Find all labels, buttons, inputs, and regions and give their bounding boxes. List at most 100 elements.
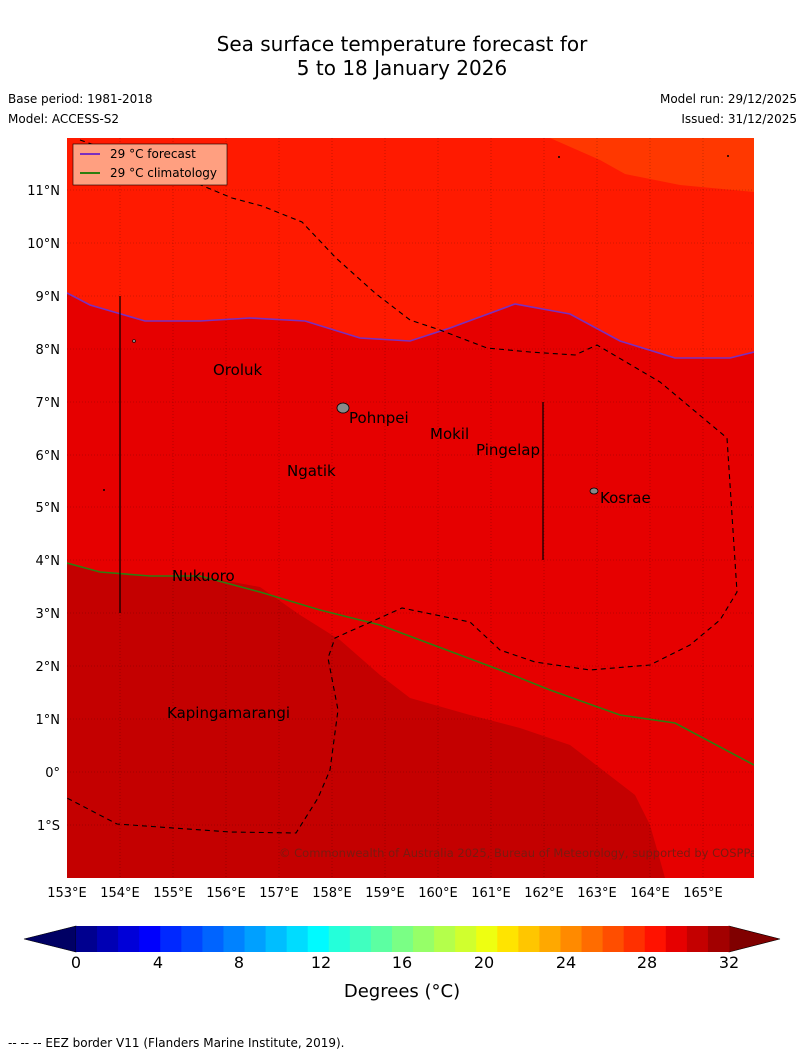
- colorbar-segment: [644, 926, 667, 952]
- colorbar-low-extend: [23, 925, 77, 953]
- colorbar-segment: [181, 926, 203, 952]
- island-dot: [727, 155, 729, 157]
- colorbar-tick: 4: [153, 953, 163, 972]
- legend: 29 °C forecast 29 °C climatology: [72, 143, 228, 186]
- colorbar-high-extend: [728, 925, 781, 953]
- place-kosrae: Kosrae: [600, 489, 651, 507]
- lat-label: 9°N: [36, 290, 61, 305]
- colorbar-label: Degrees (°C): [344, 981, 460, 1002]
- colorbar-segment: [118, 926, 140, 952]
- colorbar-segment: [707, 926, 730, 952]
- colorbar-segment: [349, 926, 372, 952]
- lon-axis-labels: 153°E 154°E 155°E 156°E 157°E 158°E 159°…: [47, 886, 723, 901]
- place-pingelap: Pingelap: [476, 441, 540, 459]
- colorbar-segment: [686, 926, 709, 952]
- lat-label: 7°N: [36, 396, 61, 411]
- lon-label: 155°E: [153, 886, 193, 901]
- sst-band-31-32: [67, 563, 665, 878]
- colorbar-segment: [391, 926, 414, 952]
- base-period: Base period: 1981-2018: [8, 92, 153, 106]
- issued-date: Issued: 31/12/2025: [681, 112, 797, 126]
- colorbar-segment: [286, 926, 309, 952]
- lat-label: 1°N: [36, 713, 61, 728]
- sst-field: Oroluk Pohnpei Mokil Pingelap Ngatik Kos…: [67, 138, 763, 878]
- colorbar-segment: [328, 926, 351, 952]
- place-nukuoro: Nukuoro: [172, 567, 235, 585]
- pohnpei-island-shape: [336, 402, 350, 414]
- lon-label: 159°E: [365, 886, 405, 901]
- lon-label: 163°E: [577, 886, 617, 901]
- colorbar-tick: 28: [637, 953, 657, 972]
- copyright-text: © Commonwealth of Australia 2025, Bureau…: [279, 846, 763, 860]
- eez-borders: [67, 139, 738, 834]
- colorbar-segment: [413, 926, 435, 952]
- climatology-contour: [67, 562, 754, 766]
- place-kapingamarangi: Kapingamarangi: [167, 704, 290, 722]
- lat-label: 6°N: [36, 449, 61, 464]
- island-dot: [103, 489, 105, 491]
- colorbar-segment: [307, 926, 330, 952]
- colorbar-segment: [602, 926, 625, 952]
- colorbar-tick: 32: [719, 953, 739, 972]
- colorbar-segment: [76, 926, 98, 952]
- colorbar-segment: [244, 926, 267, 952]
- lon-label: 164°E: [630, 886, 670, 901]
- colorbar-segment: [139, 926, 161, 952]
- lon-label: 160°E: [418, 886, 458, 901]
- colorbar-segment: [560, 926, 583, 952]
- lat-label: 2°N: [36, 660, 61, 675]
- kosrae-island-shape: [589, 487, 599, 495]
- gridlines: [67, 138, 754, 878]
- colorbar-ticks: 0 4 8 12 16 20 24 28 32: [71, 953, 739, 972]
- lon-label: 153°E: [47, 886, 87, 901]
- colorbar-segment: [97, 926, 119, 952]
- colorbar-tick: 24: [556, 953, 576, 972]
- lat-axis-labels: 11°N 10°N 9°N 8°N 7°N 6°N 5°N 4°N 3°N 2°…: [27, 184, 60, 834]
- lat-label: 8°N: [36, 343, 61, 358]
- colorbar-segment: [476, 926, 498, 952]
- lon-label: 158°E: [312, 886, 352, 901]
- model-name: Model: ACCESS-S2: [8, 112, 120, 126]
- colorbar-segment: [539, 926, 561, 952]
- lon-label: 156°E: [206, 886, 246, 901]
- title-line-2: 5 to 18 January 2026: [296, 56, 508, 80]
- colorbar-segment: [202, 926, 224, 952]
- eez-footnote: -- -- -- EEZ border V11 (Flanders Marine…: [8, 1036, 345, 1050]
- legend-forecast-label: 29 °C forecast: [110, 147, 196, 161]
- colorbar-segment: [434, 926, 456, 952]
- place-oroluk: Oroluk: [213, 361, 262, 379]
- island-dot: [132, 339, 136, 343]
- lat-label: 10°N: [27, 237, 60, 252]
- colorbar-tick: 0: [71, 953, 81, 972]
- lon-label: 157°E: [259, 886, 299, 901]
- lon-label: 161°E: [471, 886, 511, 901]
- colorbar-tick: 8: [234, 953, 244, 972]
- colorbar-tick: 16: [392, 953, 412, 972]
- colorbar-tick: 12: [311, 953, 331, 972]
- model-run: Model run: 29/12/2025: [659, 92, 797, 106]
- place-pohnpei: Pohnpei: [349, 409, 409, 427]
- lon-label: 162°E: [524, 886, 564, 901]
- forecast-contour: [67, 292, 754, 359]
- lat-label: 3°N: [36, 607, 61, 622]
- sst-band-28-29: [550, 138, 754, 192]
- lat-label: 4°N: [36, 554, 61, 569]
- lat-label: 5°N: [36, 501, 61, 516]
- colorbar-segment: [370, 926, 393, 952]
- colorbar-segment: [581, 926, 604, 952]
- lat-label: 0°: [45, 766, 60, 781]
- island-dot: [558, 156, 560, 158]
- lat-label: 1°S: [37, 819, 60, 834]
- colorbar-segment: [518, 926, 540, 952]
- legend-climatology-label: 29 °C climatology: [110, 166, 217, 180]
- colorbar-segment: [455, 926, 477, 952]
- colorbar-segment: [497, 926, 519, 952]
- colorbar-segment: [665, 926, 688, 952]
- colorbar-segment: [160, 926, 182, 952]
- place-mokil: Mokil: [430, 425, 469, 443]
- colorbar-tick: 20: [474, 953, 494, 972]
- colorbar-segment: [265, 926, 288, 952]
- title-line-1: Sea surface temperature forecast for: [216, 32, 588, 56]
- colorbar-segment: [623, 926, 646, 952]
